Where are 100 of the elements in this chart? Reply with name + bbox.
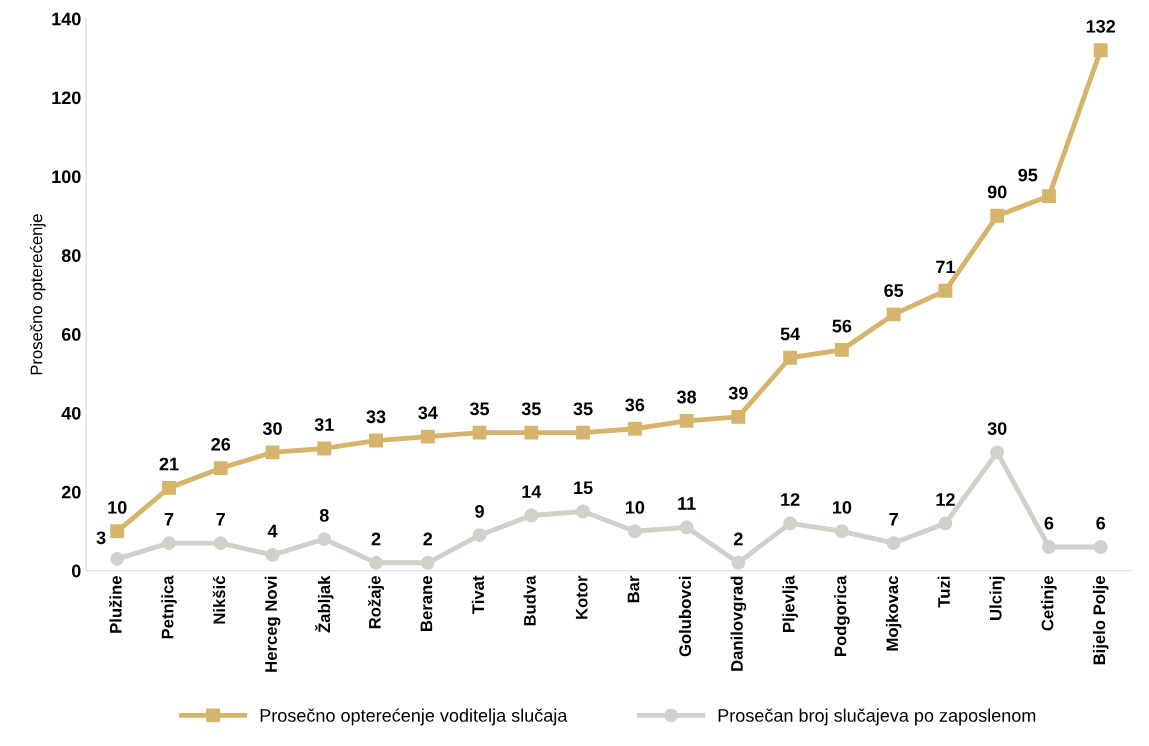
data-label: 65 [884,284,904,297]
data-label: 54 [780,327,801,341]
data-label: 2 [371,532,381,546]
y-tick-label: 120 [52,91,81,105]
data-label: 30 [987,422,1007,435]
data-label: 8 [319,508,329,522]
point [1093,43,1108,58]
y-tick-label: 80 [61,249,81,262]
point [886,307,901,322]
point [886,536,901,551]
data-label: 36 [625,398,645,412]
data-label: 90 [987,185,1007,199]
data-label: 15 [574,481,593,495]
data-label: 132 [1086,19,1116,33]
point [576,425,591,440]
x-tick-label: Kotor [575,575,588,619]
point [834,342,849,357]
x-tick-label: Podgorica [834,575,850,656]
data-label: 38 [676,390,697,404]
point [369,555,383,570]
x-tick-label: Budva [523,575,536,626]
data-label: 56 [832,319,852,333]
point [472,425,487,440]
point [783,350,798,365]
y-tick-label: 140 [52,12,81,26]
x-tick-label: Rožaje [368,576,384,629]
point [110,524,125,539]
x-tick-label: Plužine [109,576,122,633]
x-tick-label: Žabljak [315,575,334,633]
x-tick-label: Pljevlja [782,575,798,632]
data-label: 12 [936,493,955,506]
data-label: 7 [216,513,225,526]
x-tick-label: Tuzi [937,576,950,608]
data-label: 10 [625,501,645,514]
point [576,504,591,519]
point [990,445,1005,460]
point [627,524,642,539]
point [1042,540,1056,554]
point [1042,189,1056,204]
point [1093,540,1108,554]
data-label: 6 [1096,516,1106,530]
point [213,461,228,476]
point [162,536,176,551]
data-label: 21 [159,457,179,471]
data-label: 11 [678,497,696,510]
point [110,551,125,566]
point [524,508,539,523]
data-label: 95 [1018,168,1038,182]
point [317,441,332,456]
point [938,516,953,531]
data-label: 26 [211,437,231,451]
data-label: 14 [522,485,542,498]
point [938,283,953,298]
data-label: 10 [832,501,852,514]
y-tick-label: 20 [61,485,81,499]
point [213,536,228,551]
data-label: 7 [164,513,174,526]
data-label: 10 [108,501,127,514]
legend-label: Prosečan broj slučajeva po zaposlenom [718,708,1036,726]
point [731,555,746,570]
point [265,445,280,460]
data-label: 2 [423,532,433,546]
y-tick-label: 0 [71,564,81,578]
data-label: 35 [573,402,593,416]
point [990,208,1005,223]
data-label: 4 [267,524,278,538]
data-label: 34 [418,406,438,420]
data-label: 2 [733,532,743,546]
y-tick-label: 60 [61,328,81,341]
x-tick-label: Cetinje [1041,576,1057,631]
x-tick-label: Bijelo Polje [1092,576,1109,665]
data-label: 39 [728,386,748,400]
x-tick-label: Berane [420,576,433,631]
x-tick-label: Mojkovac [885,576,902,651]
x-tick-label: Herceg Novi [264,576,281,672]
x-tick-label: Golubovci [678,576,692,657]
y-axis-title: Prosečno opterećenje [29,214,46,375]
point [420,555,435,570]
point [679,520,694,535]
y-tick-label: 40 [61,406,81,420]
point [420,429,435,444]
y-tick-label: 100 [52,170,81,184]
point [317,532,332,547]
data-label: 30 [262,422,282,435]
point [731,409,746,424]
data-label: 12 [781,493,800,506]
data-label: 35 [521,402,541,416]
x-tick-label: Petnjica [161,575,177,639]
x-tick-label: Ulcinj [989,576,1005,620]
data-label: 31 [314,418,334,432]
data-label: 7 [889,513,898,526]
x-tick-label: Bar [627,575,640,603]
point [783,516,798,531]
data-label: 9 [475,504,484,518]
point [369,433,383,448]
point [472,528,487,543]
point [162,480,176,495]
legend-label: Prosečno opterećenje voditelja slučaja [260,708,568,726]
point [524,425,539,440]
point [627,421,642,436]
